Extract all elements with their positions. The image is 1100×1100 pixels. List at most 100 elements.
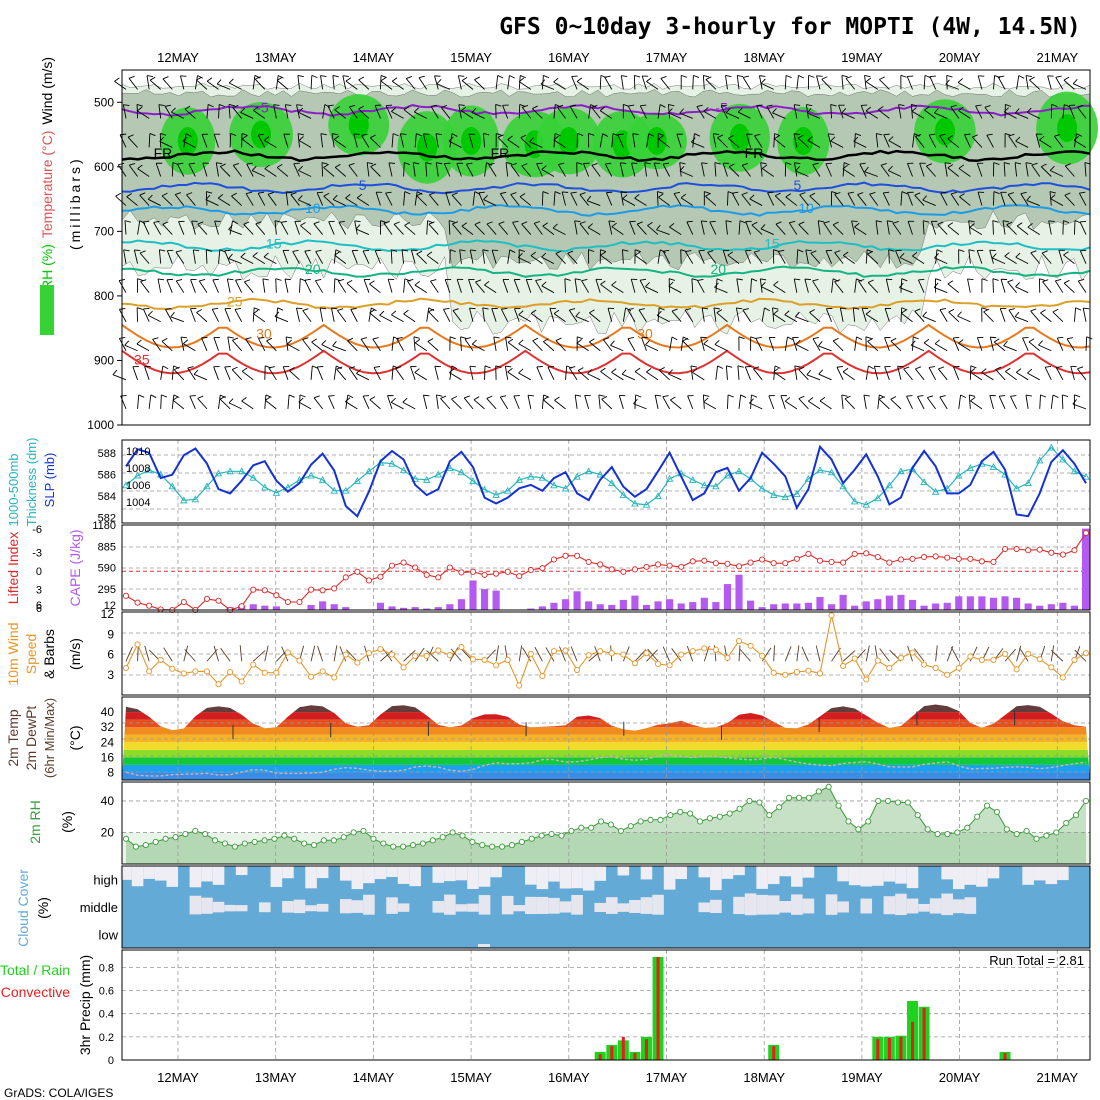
wind-barb-flag bbox=[332, 340, 337, 347]
wind-barb bbox=[569, 367, 578, 381]
wind-barb bbox=[727, 254, 740, 264]
wind-barb bbox=[759, 278, 763, 293]
wind-barb bbox=[372, 338, 381, 352]
wind-barb bbox=[252, 307, 255, 322]
wind-barb bbox=[475, 281, 485, 293]
data-point bbox=[342, 486, 350, 494]
data-point bbox=[354, 568, 361, 575]
wind-barb-flag bbox=[380, 77, 387, 82]
data-point bbox=[1013, 545, 1020, 553]
data-point bbox=[273, 592, 280, 599]
wind-barb-flag bbox=[258, 133, 265, 136]
wind-barb-flag bbox=[137, 278, 144, 281]
wind-barb bbox=[825, 163, 832, 177]
wind-barb bbox=[182, 140, 196, 148]
data-point bbox=[845, 818, 852, 825]
wind-barb-flag bbox=[358, 105, 365, 110]
cloud-high-cell bbox=[906, 866, 919, 889]
cloud-high-cell bbox=[976, 866, 988, 887]
wind-barb-flag bbox=[299, 394, 306, 398]
wind-barb-flag bbox=[604, 75, 611, 78]
wind-barb-flag bbox=[717, 134, 724, 139]
wind-label-c: & Barbs bbox=[41, 629, 57, 679]
wind-barb bbox=[939, 135, 948, 148]
wind-barb bbox=[483, 133, 486, 148]
wind-barb-flag bbox=[878, 396, 885, 400]
wind-barb bbox=[738, 220, 741, 235]
data-point bbox=[215, 597, 222, 604]
wind-barb bbox=[638, 309, 647, 322]
wind-barb bbox=[252, 75, 256, 90]
cloud-mid-cell bbox=[363, 894, 375, 915]
wind-barb-flag bbox=[157, 278, 165, 281]
wind-barb bbox=[514, 308, 520, 322]
wind-barb bbox=[712, 133, 717, 148]
wind-barb-flag bbox=[498, 221, 505, 225]
data-point bbox=[318, 475, 327, 483]
data-point bbox=[642, 500, 651, 508]
wind-barb-flag bbox=[428, 221, 435, 225]
wind-barb-flag bbox=[883, 133, 890, 136]
wind-barb bbox=[171, 365, 174, 380]
data-point bbox=[399, 466, 408, 474]
wind-barb bbox=[957, 315, 971, 323]
wind-barb-10m bbox=[646, 649, 658, 662]
wind-barb-flag bbox=[243, 221, 250, 225]
wind-barb-flag bbox=[694, 133, 701, 137]
wind-barb-10m bbox=[163, 647, 173, 662]
wind-barb-flag bbox=[288, 367, 295, 371]
wind-barb-flag bbox=[1063, 251, 1069, 256]
wind-barb-flag bbox=[975, 104, 982, 107]
wind-barb-flag bbox=[451, 365, 458, 370]
wind-barb-flag bbox=[518, 368, 524, 374]
wind-barb-flag bbox=[443, 307, 450, 310]
wind-barb bbox=[445, 192, 451, 206]
wind-barb-10m bbox=[796, 645, 800, 662]
wind-barb-flag bbox=[258, 191, 265, 194]
data-point bbox=[419, 840, 426, 847]
wind-barb-flag bbox=[370, 163, 377, 167]
date-label-top: 15MAY bbox=[450, 50, 492, 65]
wind-barb bbox=[899, 287, 913, 294]
cloud-high-cell bbox=[351, 866, 364, 890]
wind-barb-flag bbox=[968, 249, 975, 252]
wind-barb bbox=[395, 368, 404, 381]
wind-barb bbox=[841, 394, 844, 409]
wind-barb bbox=[697, 280, 705, 293]
wind-barb bbox=[482, 307, 486, 322]
cape-bar bbox=[712, 602, 720, 610]
wind-barb-flag bbox=[1041, 163, 1047, 168]
data-point bbox=[446, 464, 454, 471]
wind-barb-flag bbox=[484, 365, 491, 369]
wind-barb-flag bbox=[196, 76, 202, 81]
wind-barb bbox=[351, 250, 358, 264]
wind-barb bbox=[821, 78, 832, 90]
cape-bar bbox=[400, 607, 408, 610]
wind-barb bbox=[656, 314, 670, 323]
wind-barb bbox=[529, 141, 543, 148]
wind-barb bbox=[373, 367, 381, 381]
wind-barb-flag bbox=[174, 366, 180, 371]
data-point bbox=[747, 642, 754, 649]
wind-barb bbox=[968, 249, 971, 264]
wind-barb-flag bbox=[725, 107, 731, 113]
wind-barb bbox=[793, 104, 798, 119]
wind-barb-flag bbox=[968, 220, 975, 223]
wind-barb bbox=[611, 133, 614, 148]
wind-barb bbox=[213, 134, 219, 148]
wind-barb bbox=[777, 251, 786, 264]
wind-barb bbox=[507, 341, 520, 352]
wind-barb-flag bbox=[579, 192, 586, 196]
wind-barb-flag bbox=[273, 104, 280, 106]
data-point bbox=[724, 560, 731, 567]
wind-barb bbox=[331, 133, 335, 148]
wind-barb-flag bbox=[995, 366, 1002, 370]
data-point bbox=[249, 473, 257, 481]
wind-barb bbox=[414, 133, 417, 148]
wind-barb bbox=[825, 250, 832, 264]
temp-band bbox=[122, 764, 1090, 773]
wind-barb-flag bbox=[1079, 191, 1086, 194]
wind-barb-flag bbox=[1063, 76, 1070, 81]
cloud-high-cell bbox=[594, 866, 607, 881]
wind-barb bbox=[137, 394, 140, 409]
